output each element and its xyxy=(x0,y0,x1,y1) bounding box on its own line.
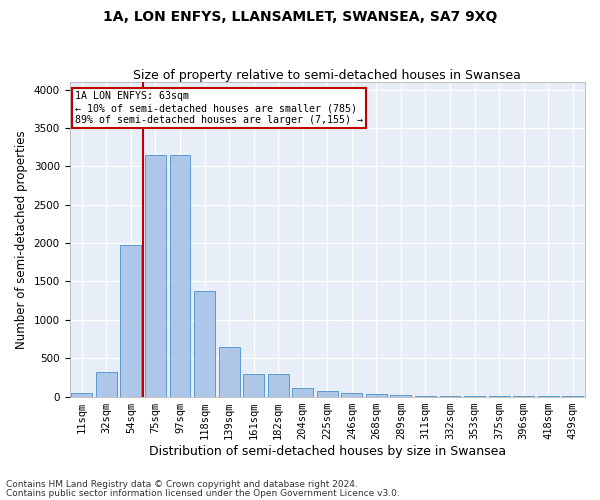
Bar xyxy=(96,372,117,396)
Bar xyxy=(145,155,166,396)
Y-axis label: Number of semi-detached properties: Number of semi-detached properties xyxy=(15,130,28,348)
Bar xyxy=(341,392,362,396)
Bar xyxy=(268,374,289,396)
Bar xyxy=(194,290,215,397)
Text: Contains public sector information licensed under the Open Government Licence v3: Contains public sector information licen… xyxy=(6,488,400,498)
Bar xyxy=(170,155,190,396)
Bar xyxy=(121,244,142,396)
Bar xyxy=(391,395,412,396)
Text: Contains HM Land Registry data © Crown copyright and database right 2024.: Contains HM Land Registry data © Crown c… xyxy=(6,480,358,489)
Bar xyxy=(366,394,387,396)
Bar xyxy=(243,374,264,396)
Bar xyxy=(317,391,338,396)
Bar xyxy=(218,348,239,397)
Bar xyxy=(71,392,92,396)
Text: 1A LON ENFYS: 63sqm
← 10% of semi-detached houses are smaller (785)
89% of semi-: 1A LON ENFYS: 63sqm ← 10% of semi-detach… xyxy=(74,92,362,124)
Title: Size of property relative to semi-detached houses in Swansea: Size of property relative to semi-detach… xyxy=(133,69,521,82)
X-axis label: Distribution of semi-detached houses by size in Swansea: Distribution of semi-detached houses by … xyxy=(149,444,506,458)
Text: 1A, LON ENFYS, LLANSAMLET, SWANSEA, SA7 9XQ: 1A, LON ENFYS, LLANSAMLET, SWANSEA, SA7 … xyxy=(103,10,497,24)
Bar xyxy=(292,388,313,396)
